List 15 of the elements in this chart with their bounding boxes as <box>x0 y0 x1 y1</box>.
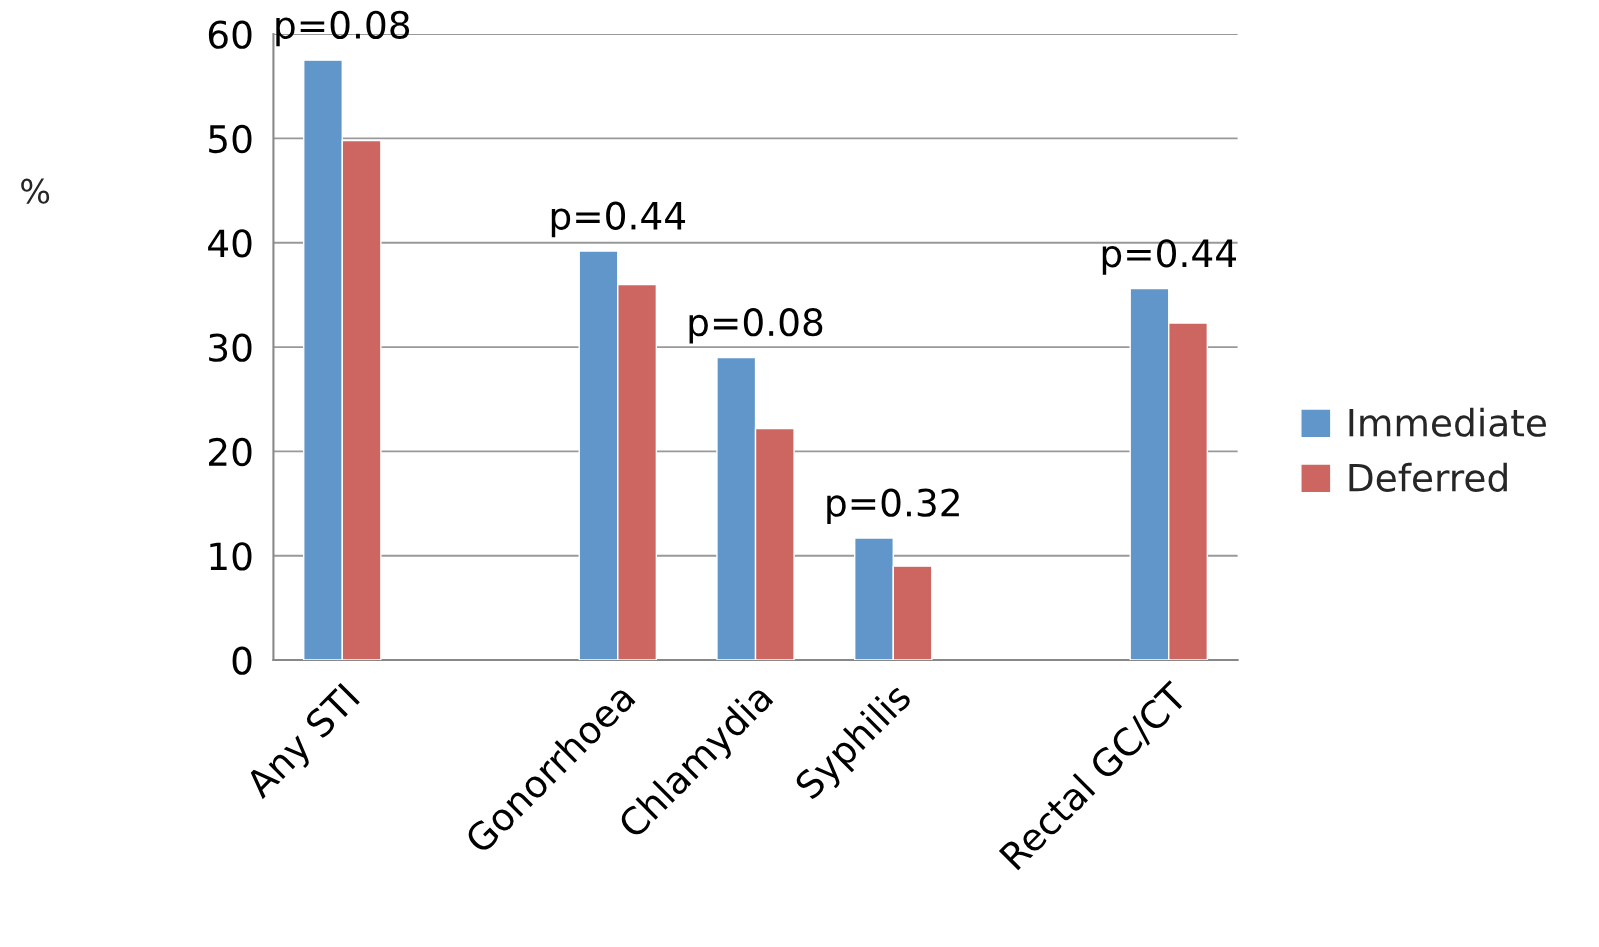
y-axis-title: % <box>21 178 50 204</box>
y-tick-label: 40 <box>208 229 252 258</box>
y-tick-label: 50 <box>209 124 252 154</box>
annotation: p=0.32 <box>827 488 959 525</box>
y-tick-label: 30 <box>209 333 252 362</box>
legend-label: Deferred <box>1349 462 1507 492</box>
y-tick-label: 10 <box>210 542 252 571</box>
annotation: p=0.08 <box>276 10 410 47</box>
annotation: p=0.44 <box>1102 239 1237 275</box>
y-tick-label: 0 <box>232 646 252 675</box>
annotation: p=0.44 <box>551 201 686 238</box>
y-tick-label: 20 <box>209 437 252 467</box>
y-tick-label: 60 <box>208 20 252 49</box>
annotation: p=0.08 <box>689 307 823 344</box>
legend-label: Immediate <box>1349 407 1547 437</box>
